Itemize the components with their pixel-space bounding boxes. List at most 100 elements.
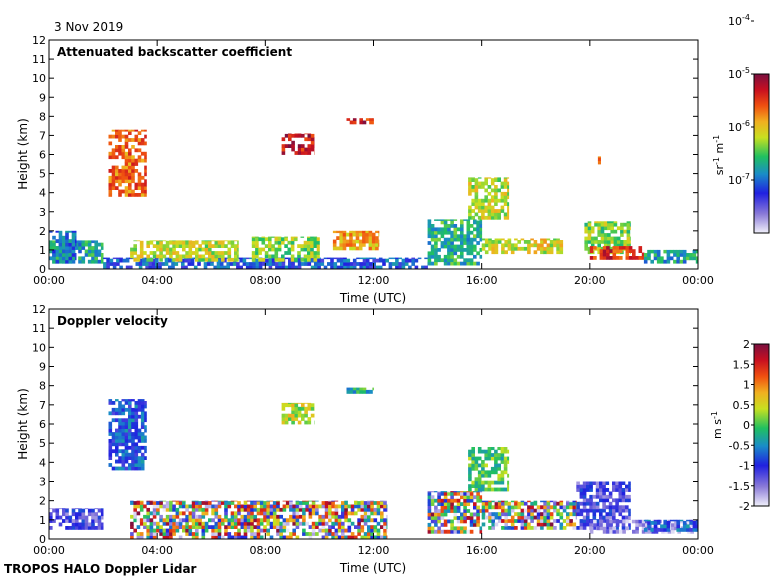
data-cell bbox=[308, 535, 313, 540]
data-cell bbox=[237, 518, 241, 523]
data-cell bbox=[494, 215, 498, 220]
data-cell bbox=[304, 137, 308, 142]
data-cell bbox=[291, 410, 295, 414]
data-cell bbox=[540, 246, 544, 251]
data-cell bbox=[134, 442, 139, 447]
data-cell bbox=[386, 525, 388, 529]
data-cell bbox=[434, 241, 438, 245]
data-cell bbox=[656, 256, 661, 261]
data-cell bbox=[155, 258, 159, 263]
data-cell bbox=[124, 172, 129, 177]
data-cell bbox=[134, 404, 139, 409]
data-cell bbox=[443, 224, 448, 228]
data-cell bbox=[543, 250, 547, 255]
data-cell bbox=[178, 511, 183, 516]
data-cell bbox=[641, 529, 646, 534]
data-cell bbox=[460, 227, 464, 232]
data-cell bbox=[227, 257, 232, 262]
data-cell bbox=[373, 535, 378, 540]
data-cell bbox=[453, 227, 458, 232]
data-cell bbox=[602, 505, 606, 510]
data-cell bbox=[481, 501, 486, 506]
data-cell bbox=[355, 230, 360, 234]
data-cell bbox=[344, 507, 348, 512]
data-cell bbox=[466, 509, 471, 513]
data-cell bbox=[589, 529, 594, 534]
data-cell bbox=[579, 484, 584, 489]
data-cell bbox=[58, 508, 63, 510]
data-cell bbox=[331, 525, 335, 529]
data-cell bbox=[130, 514, 134, 519]
data-cell bbox=[666, 524, 671, 529]
data-cell bbox=[188, 240, 193, 245]
data-cell bbox=[510, 500, 515, 503]
data-cell bbox=[278, 265, 282, 270]
data-cell bbox=[137, 158, 142, 163]
data-cell bbox=[443, 230, 448, 235]
data-cell bbox=[386, 528, 388, 533]
data-cell bbox=[332, 243, 337, 247]
data-cell bbox=[55, 515, 60, 520]
data-cell bbox=[121, 175, 126, 180]
data-cell bbox=[78, 522, 82, 527]
data-cell bbox=[149, 501, 154, 505]
data-cell bbox=[602, 484, 606, 489]
data-cell bbox=[130, 500, 134, 502]
data-cell bbox=[230, 525, 235, 529]
data-cell bbox=[494, 250, 499, 255]
data-cell bbox=[201, 254, 206, 259]
data-cell bbox=[49, 242, 53, 247]
data-cell bbox=[307, 420, 312, 425]
data-cell bbox=[118, 439, 122, 443]
data-cell bbox=[115, 131, 119, 135]
data-cell bbox=[450, 219, 454, 221]
data-cell bbox=[582, 515, 587, 520]
data-cell bbox=[81, 526, 86, 530]
data-cell bbox=[121, 456, 126, 460]
data-cell bbox=[55, 253, 60, 257]
data-cell bbox=[487, 449, 492, 454]
data-cell bbox=[251, 240, 256, 245]
data-cell bbox=[185, 518, 189, 523]
data-cell bbox=[386, 535, 388, 540]
data-cell bbox=[128, 172, 132, 177]
data-cell bbox=[234, 518, 238, 523]
data-cell bbox=[328, 528, 332, 533]
data-cell bbox=[566, 512, 570, 517]
data-cell bbox=[297, 413, 302, 418]
data-cell bbox=[124, 141, 129, 146]
y-tick-label: 9 bbox=[39, 91, 46, 104]
data-cell bbox=[376, 504, 381, 509]
data-cell bbox=[213, 265, 217, 270]
data-cell bbox=[169, 251, 173, 255]
data-cell bbox=[434, 516, 438, 520]
data-cell bbox=[367, 501, 371, 505]
data-cell bbox=[131, 459, 135, 464]
data-cell bbox=[52, 253, 56, 257]
data-cell bbox=[65, 526, 69, 530]
data-cell bbox=[115, 165, 119, 170]
data-cell bbox=[295, 535, 300, 540]
data-cell bbox=[297, 420, 302, 425]
data-cell bbox=[144, 172, 147, 177]
data-cell bbox=[656, 253, 661, 257]
data-cell bbox=[613, 243, 618, 248]
data-cell bbox=[164, 262, 169, 266]
data-cell bbox=[182, 511, 186, 516]
data-cell bbox=[323, 265, 328, 270]
data-cell bbox=[277, 237, 282, 242]
data-cell bbox=[575, 515, 577, 520]
data-cell bbox=[620, 240, 624, 244]
data-cell bbox=[468, 191, 472, 196]
data-cell bbox=[481, 515, 486, 520]
data-cell bbox=[310, 254, 314, 259]
data-cell bbox=[136, 240, 141, 242]
data-cell bbox=[360, 518, 365, 523]
data-cell bbox=[91, 526, 95, 530]
data-cell bbox=[477, 215, 482, 220]
y-tick-label: 4 bbox=[39, 456, 46, 469]
velocity-data-layer bbox=[49, 387, 699, 540]
data-cell bbox=[297, 410, 302, 414]
data-cell bbox=[137, 404, 142, 409]
